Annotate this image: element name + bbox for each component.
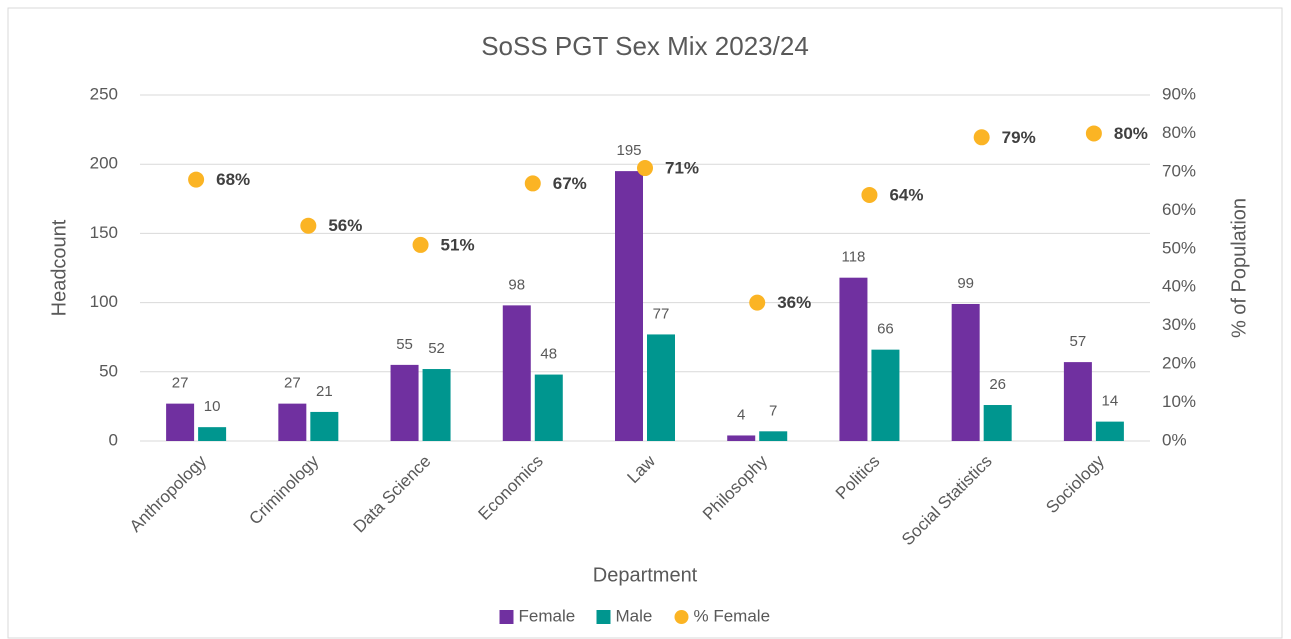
y-tick-label: 250 [90, 84, 118, 103]
y2-tick-label: 10% [1162, 392, 1196, 411]
point-label: 36% [777, 293, 811, 312]
bar [1063, 362, 1092, 441]
point [749, 294, 766, 311]
bar [951, 303, 980, 441]
bar-label: 27 [284, 375, 301, 392]
y2-tick-label: 50% [1162, 238, 1196, 257]
bar [278, 403, 307, 441]
bar-label: 99 [957, 275, 974, 292]
point-label: 68% [216, 170, 250, 189]
bar [615, 171, 643, 441]
point-label: 64% [889, 185, 923, 204]
point [300, 217, 317, 234]
bar-label: 57 [1070, 333, 1087, 350]
y2-tick-label: 40% [1162, 277, 1196, 296]
bar-label: 52 [428, 340, 445, 357]
y-tick-label: 50 [99, 361, 118, 380]
bar [390, 364, 419, 441]
bar [534, 374, 563, 441]
legend-marker [499, 610, 514, 624]
bar-label: 10 [204, 398, 221, 415]
y2-tick-label: 80% [1162, 123, 1196, 142]
bar-label: 98 [508, 276, 525, 293]
point [973, 129, 990, 146]
bar-label: 4 [737, 406, 745, 423]
point [412, 236, 429, 253]
bar [839, 277, 868, 441]
bar [166, 403, 195, 441]
bar [198, 427, 227, 441]
point-label: 79% [1002, 128, 1036, 147]
legend-label: Male [616, 606, 653, 625]
bar [983, 405, 1012, 441]
y-tick-label: 0 [109, 430, 118, 449]
y-axis-title: Headcount [48, 219, 70, 316]
point-label: 80% [1114, 124, 1148, 143]
y-tick-label: 150 [90, 223, 118, 242]
bar-label: 77 [653, 305, 670, 322]
chart-border [7, 7, 1283, 639]
point [1085, 125, 1102, 142]
bar [502, 305, 531, 441]
point [524, 175, 541, 192]
x-axis-title: Department [593, 564, 698, 586]
y2-tick-label: 0% [1162, 430, 1187, 449]
point [861, 186, 878, 203]
bar-label: 26 [989, 376, 1006, 393]
point-label: 56% [328, 216, 362, 235]
point [188, 171, 205, 188]
bar [647, 334, 675, 441]
y2-tick-label: 90% [1162, 84, 1196, 103]
bar-label: 118 [841, 249, 865, 266]
y2-tick-label: 70% [1162, 161, 1196, 180]
bar [759, 431, 788, 441]
bar-label: 195 [616, 142, 641, 159]
point [637, 160, 653, 177]
bar-label: 21 [316, 383, 333, 400]
bar [727, 435, 756, 441]
y-tick-label: 200 [90, 154, 118, 173]
y2-tick-label: 30% [1162, 315, 1196, 334]
y-tick-label: 100 [90, 292, 118, 311]
point-label: 67% [553, 174, 587, 193]
bar-label: 14 [1102, 393, 1119, 410]
bar [310, 411, 339, 441]
point-label: 71% [665, 159, 699, 178]
y2-axis-title: % of Population [1228, 198, 1250, 338]
legend-label: % Female [694, 606, 771, 625]
y2-tick-label: 20% [1162, 354, 1196, 373]
bar [422, 369, 451, 441]
bar [871, 349, 900, 441]
bar-label: 7 [769, 402, 777, 419]
y2-tick-label: 60% [1162, 200, 1196, 219]
chart-title: SoSS PGT Sex Mix 2023/24 [481, 31, 809, 61]
point-label: 51% [441, 235, 475, 254]
bar-label: 55 [396, 336, 413, 353]
legend-label: Female [519, 606, 576, 625]
legend-marker [674, 610, 689, 624]
legend-marker [596, 610, 611, 624]
bar [1095, 421, 1124, 441]
bar-label: 48 [540, 346, 557, 363]
bar-label: 66 [877, 321, 894, 338]
bar-label: 27 [172, 375, 189, 392]
